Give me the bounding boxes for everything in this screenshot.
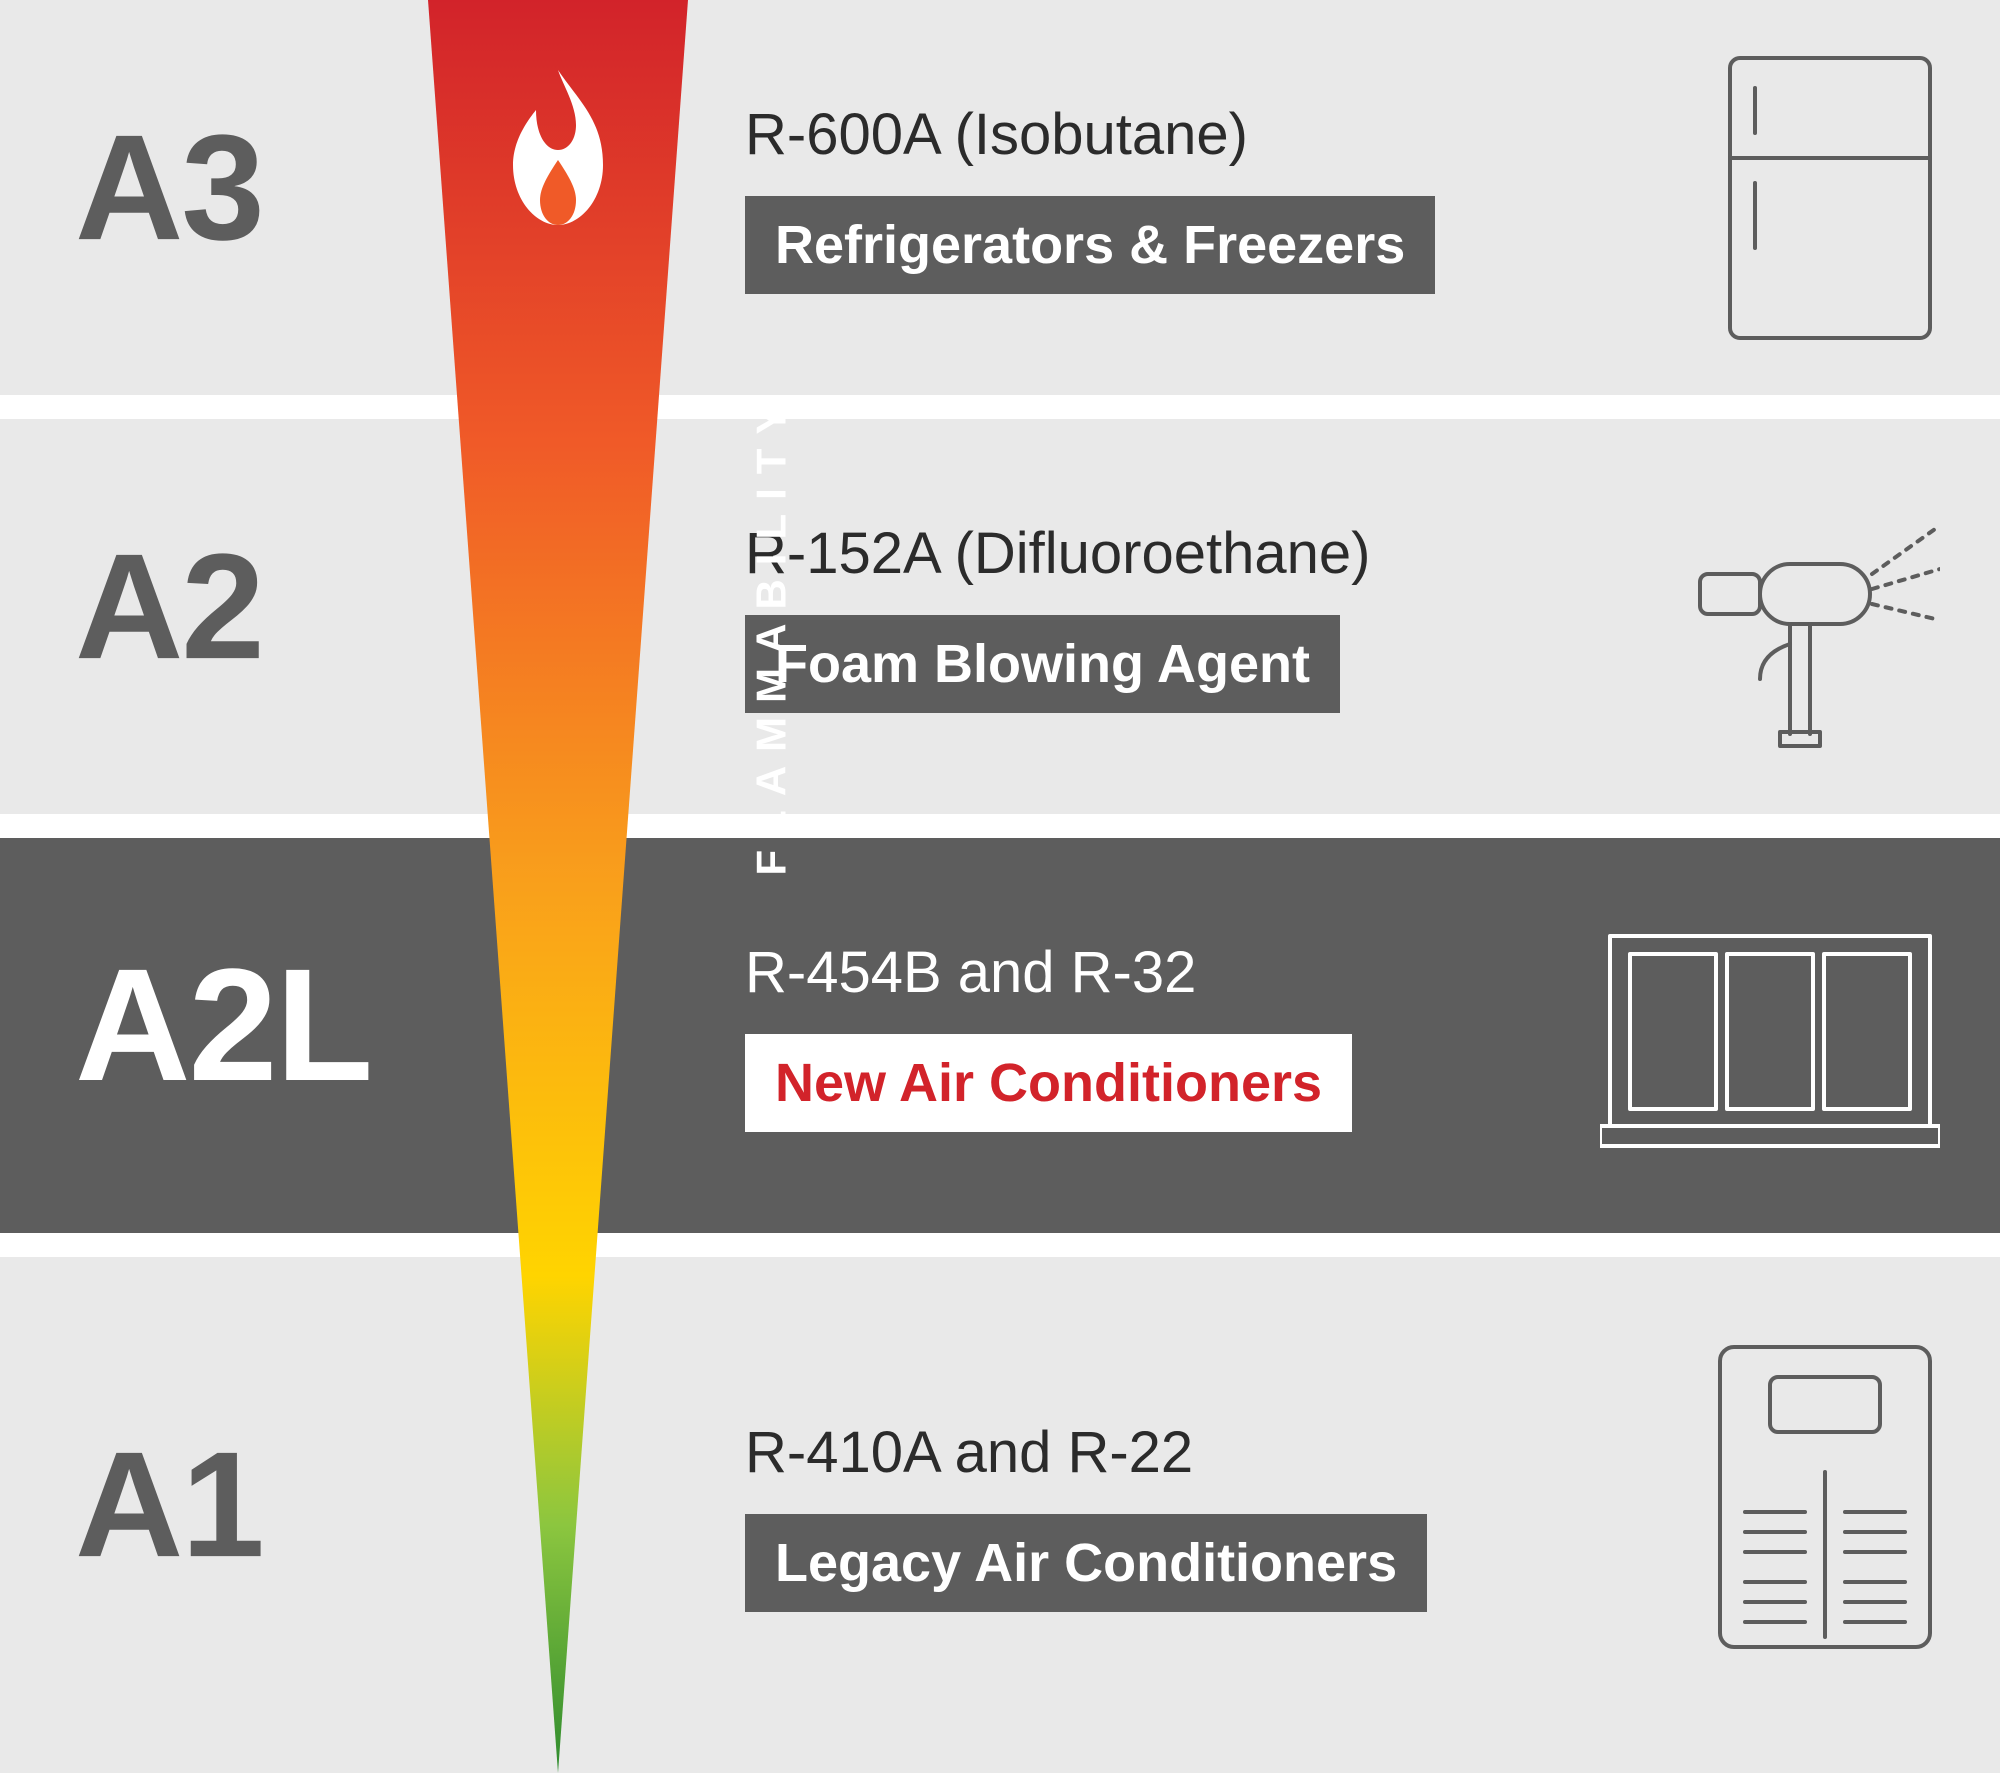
- class-label-a1: A1: [75, 1418, 263, 1591]
- text-block-a2: R-152A (Difluoroethane) Foam Blowing Age…: [745, 520, 1370, 713]
- class-label-a2: A2: [75, 520, 263, 693]
- text-block-a1: R-410A and R-22 Legacy Air Conditioners: [745, 1419, 1427, 1612]
- text-block-a2l: R-454B and R-32 New Air Conditioners: [745, 939, 1352, 1132]
- text-block-a3: R-600A (Isobutane) Refrigerators & Freez…: [745, 101, 1435, 294]
- flammability-label: FLAMMABILITY: [747, 393, 795, 876]
- indoor-unit-icon: [1710, 1337, 1940, 1657]
- class-label-a2l: A2L: [75, 932, 371, 1116]
- fridge-icon: [1720, 48, 1940, 348]
- class-label-a3: A3: [75, 101, 263, 274]
- spray-gun-icon: [1640, 474, 1940, 754]
- refrigerant-a1: R-410A and R-22: [745, 1419, 1427, 1486]
- row-a1: A1 R-410A and R-22 Legacy Air Conditione…: [0, 1257, 2000, 1773]
- tag-a2l: New Air Conditioners: [745, 1034, 1352, 1132]
- tag-a3: Refrigerators & Freezers: [745, 196, 1435, 294]
- row-a3: A3 R-600A (Isobutane) Refrigerators & Fr…: [0, 0, 2000, 395]
- refrigerant-a3: R-600A (Isobutane): [745, 101, 1435, 168]
- tag-a2: Foam Blowing Agent: [745, 615, 1340, 713]
- row-a2l: A2L R-454B and R-32 New Air Conditioners: [0, 838, 2000, 1233]
- row-a2: A2 R-152A (Difluoroethane) Foam Blowing …: [0, 419, 2000, 814]
- condenser-icon: [1600, 916, 1940, 1156]
- tag-a1: Legacy Air Conditioners: [745, 1514, 1427, 1612]
- refrigerant-a2l: R-454B and R-32: [745, 939, 1352, 1006]
- refrigerant-a2: R-152A (Difluoroethane): [745, 520, 1370, 587]
